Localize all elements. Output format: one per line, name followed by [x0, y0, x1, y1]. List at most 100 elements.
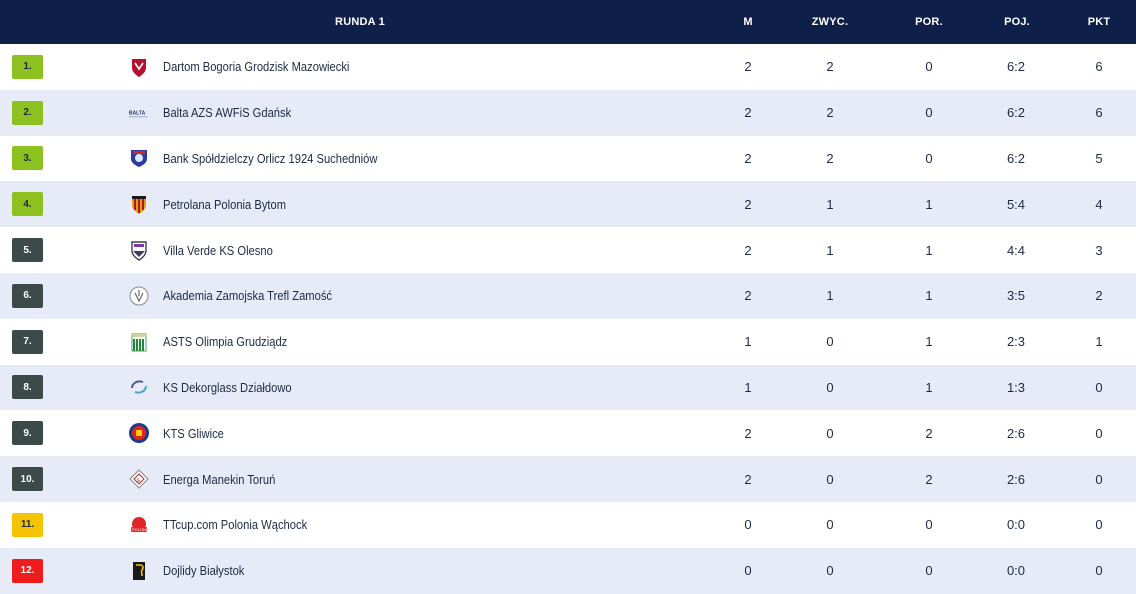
sets-cell: 6:2	[1006, 59, 1026, 75]
wins-cell: 1	[826, 196, 834, 212]
team-cell[interactable]: BALTA Balta AZS AWFiS Gdańsk	[120, 102, 680, 124]
wins-cell: 0	[826, 471, 834, 487]
points-cell: 0	[1095, 563, 1103, 579]
team-cell[interactable]: KTS Gliwice	[120, 422, 680, 444]
team-name[interactable]: Petrolana Polonia Bytom	[163, 196, 287, 212]
matches-cell: 2	[744, 288, 752, 304]
header-col-s: POJ.	[1004, 16, 1030, 28]
polonia-bytom-logo	[128, 193, 150, 215]
table-row[interactable]: 7. ASTS Olimpia Grudziądz 1 0 1 2:3 1	[0, 318, 1136, 365]
position-badge: 6.	[12, 283, 43, 308]
rank-cell: 12.	[0, 558, 120, 583]
points-cell: 3	[1095, 242, 1103, 258]
gliwice-logo	[128, 422, 150, 444]
wins-cell: 0	[826, 425, 834, 441]
team-name[interactable]: Villa Verde KS Olesno	[163, 242, 273, 258]
team-cell[interactable]: Bank Spółdzielczy Orlicz 1924 Suchedniów	[120, 147, 680, 169]
wins-cell: 2	[826, 105, 834, 121]
header-col-l: POR.	[915, 16, 943, 28]
matches-cell: 2	[744, 242, 752, 258]
table-body: 1. Dartom Bogoria Grodzisk Mazowiecki 2 2 0 6…	[0, 44, 1136, 594]
team-name[interactable]: Dartom Bogoria Grodzisk Mazowiecki	[163, 59, 350, 75]
sets-cell: 5:4	[1006, 196, 1026, 212]
losses-cell: 1	[925, 242, 933, 258]
team-cell[interactable]: POLONIA TTcup.com Polonia Wąchock	[120, 514, 680, 536]
wins-cell: 1	[826, 288, 834, 304]
losses-cell: 0	[925, 517, 933, 533]
team-name[interactable]: Bank Spółdzielczy Orlicz 1924 Suchedniów	[163, 150, 378, 166]
position-badge: 10.	[12, 467, 43, 492]
sets-cell: 0:0	[1006, 517, 1026, 533]
table-row[interactable]: 2. BALTA Balta AZS AWFiS Gdańsk 2 2 0 6:2 6	[0, 89, 1136, 136]
balta-logo: BALTA	[128, 102, 150, 124]
points-cell: 4	[1095, 196, 1103, 212]
team-name[interactable]: Akademia Zamojska Trefl Zamość	[163, 288, 333, 304]
losses-cell: 0	[925, 105, 933, 121]
losses-cell: 1	[925, 334, 933, 350]
team-cell[interactable]: Dojlidy Białystok	[120, 560, 680, 582]
dekorglass-logo	[128, 376, 150, 398]
header-col-m: M	[743, 16, 753, 28]
sets-cell: 6:2	[1006, 105, 1026, 121]
team-cell[interactable]: ASTS Olimpia Grudziądz	[120, 331, 680, 353]
wins-cell: 1	[826, 242, 834, 258]
wins-cell: 2	[826, 59, 834, 75]
losses-cell: 1	[925, 288, 933, 304]
position-badge: 1.	[12, 54, 43, 79]
rank-cell: 5.	[0, 238, 120, 263]
team-cell[interactable]: s Energa Manekin Toruń	[120, 468, 680, 490]
rank-cell: 3.	[0, 146, 120, 171]
position-badge: 2.	[12, 100, 43, 125]
team-cell[interactable]: Akademia Zamojska Trefl Zamość	[120, 285, 680, 307]
matches-cell: 1	[744, 334, 752, 350]
table-row[interactable]: 8. KS Dekorglass Działdowo 1 0 1 1:3 0	[0, 364, 1136, 411]
table-row[interactable]: 9. KTS Gliwice 2 0 2 2:6 0	[0, 410, 1136, 457]
olimpia-logo	[128, 331, 150, 353]
points-cell: 6	[1095, 105, 1103, 121]
team-cell[interactable]: Petrolana Polonia Bytom	[120, 193, 680, 215]
table-row[interactable]: 11. POLONIA TTcup.com Polonia Wąchock 0 0 0 0:…	[0, 501, 1136, 548]
points-cell: 5	[1095, 150, 1103, 166]
table-header: RUNDA 1 M ZWYC. POR. POJ. PKT	[0, 0, 1136, 44]
points-cell: 1	[1095, 334, 1103, 350]
team-name[interactable]: TTcup.com Polonia Wąchock	[163, 517, 308, 533]
rank-cell: 9.	[0, 421, 120, 446]
sets-cell: 2:3	[1006, 334, 1026, 350]
table-row[interactable]: 3. Bank Spółdzielczy Orlicz 1924 Suchedni…	[0, 135, 1136, 182]
rank-cell: 1.	[0, 54, 120, 79]
points-cell: 0	[1095, 379, 1103, 395]
matches-cell: 1	[744, 379, 752, 395]
losses-cell: 1	[925, 196, 933, 212]
rank-cell: 4.	[0, 192, 120, 217]
team-cell[interactable]: KS Dekorglass Działdowo	[120, 376, 680, 398]
losses-cell: 0	[925, 563, 933, 579]
team-name[interactable]: KTS Gliwice	[163, 425, 224, 441]
team-name[interactable]: KS Dekorglass Działdowo	[163, 379, 292, 395]
bogoria-logo	[128, 56, 150, 78]
svg-text:s: s	[137, 478, 140, 484]
table-row[interactable]: 1. Dartom Bogoria Grodzisk Mazowiecki 2 2 0 6…	[0, 44, 1136, 90]
table-row[interactable]: 4. Petrolana Polonia Bytom 2 1 1 5:4 4	[0, 181, 1136, 228]
team-name[interactable]: Balta AZS AWFiS Gdańsk	[163, 105, 292, 121]
team-cell[interactable]: Villa Verde KS Olesno	[120, 239, 680, 261]
position-badge: 12.	[12, 558, 43, 583]
rank-cell: 7.	[0, 329, 120, 354]
position-badge: 8.	[12, 375, 43, 400]
losses-cell: 2	[925, 471, 933, 487]
position-badge: 9.	[12, 421, 43, 446]
matches-cell: 0	[744, 563, 752, 579]
team-name[interactable]: Dojlidy Białystok	[163, 563, 245, 579]
wins-cell: 0	[826, 563, 834, 579]
table-row[interactable]: 10. s Energa Manekin Toruń 2 0 2 2:6 0	[0, 456, 1136, 502]
team-name[interactable]: ASTS Olimpia Grudziądz	[163, 334, 288, 350]
points-cell: 2	[1095, 288, 1103, 304]
table-row[interactable]: 6. Akademia Zamojska Trefl Zamość 2 1 1 3:5 2	[0, 272, 1136, 319]
team-cell[interactable]: Dartom Bogoria Grodzisk Mazowiecki	[120, 56, 680, 78]
rank-cell: 2.	[0, 100, 120, 125]
table-row[interactable]: 12. Dojlidy Białystok 0 0 0 0:0 0	[0, 547, 1136, 594]
team-name[interactable]: Energa Manekin Toruń	[163, 471, 276, 487]
manekin-logo: s	[128, 468, 150, 490]
table-row[interactable]: 5. Villa Verde KS Olesno 2 1 1 4:4 3	[0, 227, 1136, 273]
matches-cell: 2	[744, 59, 752, 75]
